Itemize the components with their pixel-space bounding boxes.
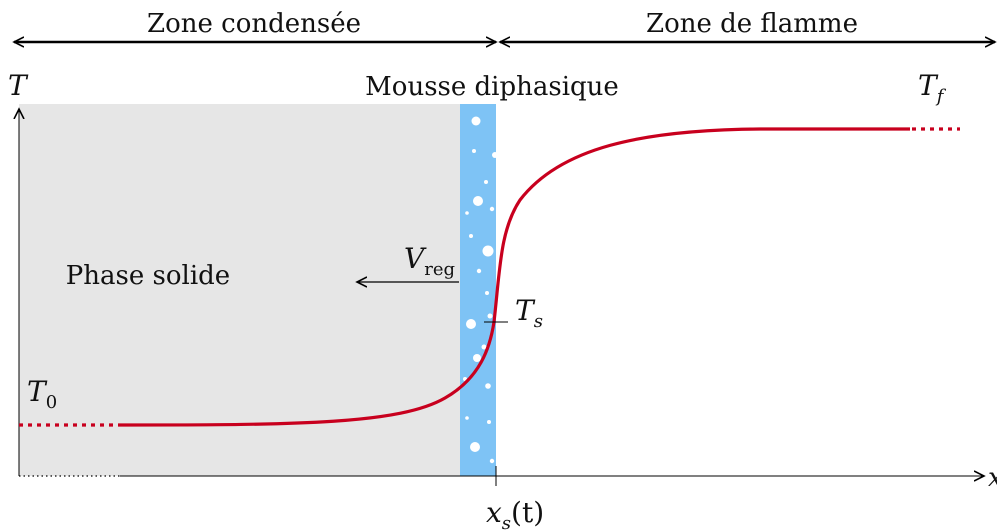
foam-band: [460, 104, 496, 476]
foam-label: Mousse diphasique: [365, 72, 619, 102]
ts-label: Ts: [515, 294, 543, 332]
zone-condensed-label: Zone condensée: [147, 9, 361, 39]
zone-flame-label: Zone de flamme: [646, 9, 858, 39]
axis-T-label: T: [8, 69, 29, 102]
foam-bubbles: [463, 116, 498, 464]
xs-label: xs(t): [486, 496, 544, 530]
vreg-label: Vreg: [404, 242, 455, 280]
t0-label: T0: [27, 375, 57, 413]
tf-label: Tf: [918, 69, 947, 107]
solid-phase-label: Phase solide: [66, 261, 230, 291]
axis-x-label: x: [988, 463, 997, 493]
